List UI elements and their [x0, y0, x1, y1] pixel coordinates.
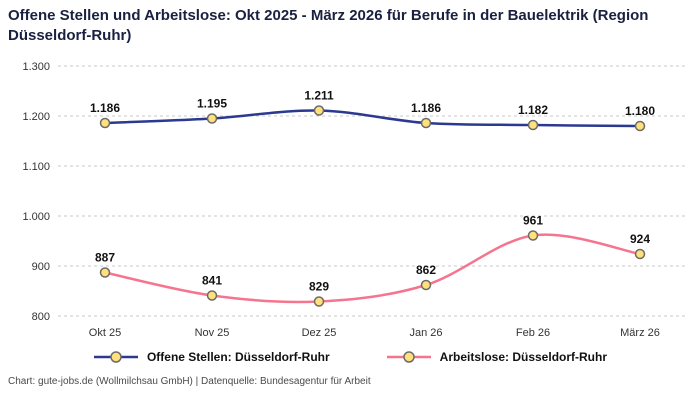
data-point-marker [99, 266, 111, 278]
legend-item-offene-stellen: Offene Stellen: Düsseldorf-Ruhr [93, 350, 330, 364]
data-point-marker [420, 279, 432, 290]
data-point-label: 829 [309, 279, 329, 293]
data-point-marker [527, 119, 539, 130]
legend: Offene Stellen: Düsseldorf-Ruhr Arbeitsl… [0, 350, 700, 364]
line-series-1 [104, 233, 641, 303]
data-point-marker [313, 104, 325, 116]
chart-title: Offene Stellen und Arbeitslose: Okt 2025… [8, 7, 649, 44]
line-series-0 [104, 108, 641, 127]
y-tick-label: 1.300 [22, 61, 50, 73]
x-tick-label: Feb 26 [516, 327, 550, 339]
x-tick-label: Jan 26 [409, 327, 442, 339]
x-tick-label: März 26 [620, 327, 660, 339]
data-point-label: 1.182 [518, 103, 548, 117]
y-tick-label: 900 [32, 261, 50, 273]
data-point-label: 961 [523, 213, 543, 227]
chart-source: Chart: gute-jobs.de (Wollmilchsau GmbH) … [8, 375, 371, 387]
data-point-marker [420, 117, 432, 128]
y-tick-label: 1.200 [22, 111, 50, 123]
data-point-label: 924 [630, 232, 650, 246]
data-point-label: 841 [202, 273, 222, 287]
data-point-marker [527, 229, 539, 241]
data-point-label: 1.186 [411, 101, 441, 115]
legend-item-arbeitslose: Arbeitslose: Düsseldorf-Ruhr [386, 350, 607, 364]
data-point-label: 1.195 [197, 96, 227, 110]
line-marker-icon [386, 350, 431, 363]
data-point-marker [99, 117, 111, 128]
y-tick-label: 800 [32, 311, 50, 323]
data-point-label: 887 [95, 250, 115, 264]
data-point-marker [634, 248, 646, 259]
data-point-marker [634, 120, 646, 131]
data-point-label: 862 [416, 263, 436, 277]
line-marker-icon [93, 350, 138, 363]
data-point-label: 1.211 [304, 88, 334, 102]
x-tick-label: Nov 25 [195, 327, 230, 339]
x-tick-label: Okt 25 [89, 327, 121, 339]
data-point-label: 1.180 [625, 104, 655, 118]
legend-marker-icon [110, 350, 122, 363]
data-point-marker [313, 295, 325, 307]
data-point-marker [206, 112, 218, 124]
legend-label-offene-stellen: Offene Stellen: Düsseldorf-Ruhr [146, 349, 330, 364]
y-tick-label: 1.000 [22, 211, 50, 223]
chart-svg: 800 900 1.000 1.100 1.200 1.300 Okt 25 Nov 25 De… [22, 61, 688, 339]
data-point-marker [206, 289, 218, 301]
legend-label-arbeitslose: Arbeitslose: Düsseldorf-Ruhr [439, 349, 608, 364]
x-tick-label: Dez 25 [302, 327, 337, 339]
chart-card: Offene Stellen und Arbeitslose: Okt 2025… [0, 6, 700, 400]
legend-marker-icon [402, 350, 415, 363]
y-tick-label: 1.100 [22, 161, 50, 173]
data-point-label: 1.186 [90, 101, 120, 115]
